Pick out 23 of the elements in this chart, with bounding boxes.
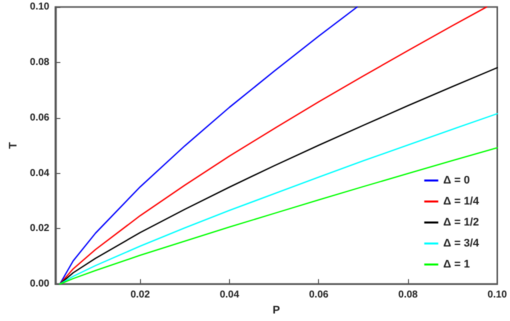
y-tick-label: 0.02	[30, 223, 50, 234]
x-tick-label: 0.02	[130, 290, 150, 301]
legend-label: Δ = 3/4	[443, 238, 480, 250]
legend-label: Δ = 1/4	[443, 196, 480, 208]
y-tick-label: 0.06	[30, 112, 50, 124]
legend-label: Δ = 0	[443, 174, 470, 186]
line-series	[59, 6, 358, 285]
x-tick-label: 0.10	[488, 290, 508, 301]
x-axis-title: P	[272, 304, 280, 316]
y-axis-title: T	[8, 142, 20, 149]
y-tick-label: 0.08	[30, 56, 50, 68]
x-tick-label: 0.08	[398, 290, 418, 301]
line-series	[59, 113, 498, 285]
line-series	[59, 67, 498, 285]
y-tick-label: 0.00	[30, 278, 50, 290]
line-series	[59, 6, 488, 285]
legend-label: Δ = 1	[443, 258, 470, 270]
legend-label: Δ = 1/2	[443, 216, 479, 228]
line-series	[59, 147, 498, 285]
x-tick-label: 0.06	[308, 290, 329, 301]
y-tick-label: 0.10	[30, 2, 50, 12]
y-tick-label: 0.04	[30, 168, 50, 179]
x-tick-label: 0.04	[220, 290, 240, 301]
